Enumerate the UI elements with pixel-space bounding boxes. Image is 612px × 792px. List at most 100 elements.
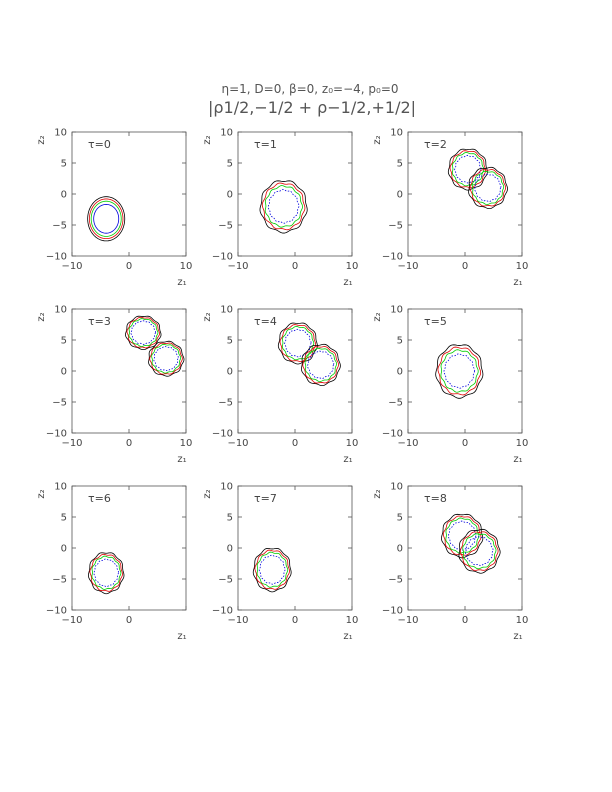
contour-level-1 xyxy=(252,548,292,593)
contour-level-1 xyxy=(441,513,484,559)
x-tick-label: −10 xyxy=(397,261,418,272)
contour-level-1 xyxy=(148,340,185,377)
contour-level-2 xyxy=(89,198,124,240)
y-tick-label: 5 xyxy=(227,513,233,524)
contour-level-1 xyxy=(277,322,318,365)
contour-panel: 10 5 0 −5 −10−10 0 10 z₁ z₂ τ=7 xyxy=(202,482,358,643)
contour-lines xyxy=(259,180,308,234)
contour-level-2 xyxy=(459,531,499,571)
contour-level-4 xyxy=(474,173,502,202)
y-tick-label: −10 xyxy=(46,606,67,617)
y-tick-label: 10 xyxy=(54,482,67,493)
x-axis-label: z₁ xyxy=(513,631,522,642)
contour-lines xyxy=(125,315,185,377)
contour-level-3 xyxy=(462,533,497,570)
contour-lines xyxy=(447,148,508,210)
y-tick-label: 0 xyxy=(227,544,233,555)
x-tick-label: 0 xyxy=(462,615,468,626)
x-tick-label: −10 xyxy=(227,438,248,449)
y-tick-label: −10 xyxy=(46,429,67,440)
contour-panel: 10 5 0 −5 −10−10 0 10 z₁ z₂ τ=2 xyxy=(372,128,528,289)
contour-level-4 xyxy=(258,554,286,585)
figure-quantity: |ρ1/2,−1/2 + ρ−1/2,+1/2| xyxy=(208,98,416,117)
x-axis-label: z₁ xyxy=(343,454,352,465)
y-axis-label: z₂ xyxy=(202,135,213,144)
y-tick-label: −10 xyxy=(382,606,403,617)
contour-lines xyxy=(435,344,484,399)
y-axis-label: z₂ xyxy=(372,312,383,321)
x-tick-label: 0 xyxy=(126,261,132,272)
contour-level-3 xyxy=(440,349,479,393)
x-tick-label: 10 xyxy=(346,615,359,626)
y-tick-label: 0 xyxy=(397,190,403,201)
y-axis-label: z₂ xyxy=(36,489,47,498)
y-tick-label: 10 xyxy=(220,305,233,316)
y-axis-label: z₂ xyxy=(36,135,47,144)
contour-level-4 xyxy=(447,520,477,551)
x-axis-label: z₁ xyxy=(343,277,352,288)
x-tick-label: −10 xyxy=(397,438,418,449)
contour-panel: 10 5 0 −5 −10−10 0 10 z₁ z₂ τ=1 xyxy=(202,128,358,289)
y-tick-label: 0 xyxy=(397,367,403,378)
x-tick-label: 10 xyxy=(516,261,529,272)
y-tick-label: 5 xyxy=(61,336,67,347)
y-tick-label: −5 xyxy=(52,575,67,586)
x-tick-label: 10 xyxy=(516,438,529,449)
y-tick-label: 5 xyxy=(227,159,233,170)
contour-level-2 xyxy=(149,342,183,375)
contour-level-1 xyxy=(87,196,126,242)
x-tick-label: 0 xyxy=(462,438,468,449)
contour-panel: 10 5 0 −5 −10−10 0 10 z₁ z₂ τ=0 xyxy=(36,128,192,289)
contour-level-3 xyxy=(128,318,159,347)
panel-tau-label: τ=7 xyxy=(254,492,277,505)
x-tick-label: −10 xyxy=(227,261,248,272)
panel-tau-label: τ=6 xyxy=(88,492,111,505)
y-tick-label: −5 xyxy=(218,575,233,586)
contour-panel: 10 5 0 −5 −10−10 0 10 z₁ z₂ τ=8 xyxy=(372,482,528,643)
y-tick-label: −5 xyxy=(52,221,67,232)
x-tick-label: 0 xyxy=(462,261,468,272)
contour-level-3 xyxy=(90,200,122,237)
x-tick-label: 0 xyxy=(292,438,298,449)
y-axis-label: z₂ xyxy=(36,312,47,321)
x-tick-label: −10 xyxy=(61,438,82,449)
x-axis-label: z₁ xyxy=(343,631,352,642)
y-tick-label: 0 xyxy=(227,190,233,201)
x-tick-label: −10 xyxy=(61,261,82,272)
contour-level-2 xyxy=(279,324,317,363)
y-axis-label: z₂ xyxy=(202,489,213,498)
x-tick-label: 10 xyxy=(180,438,193,449)
contour-level-3 xyxy=(451,152,485,187)
y-tick-label: 5 xyxy=(397,513,403,524)
y-tick-label: 10 xyxy=(54,128,67,139)
x-axis-label: z₁ xyxy=(513,454,522,465)
contour-level-3 xyxy=(264,185,303,228)
y-tick-label: 0 xyxy=(397,544,403,555)
contour-level-1 xyxy=(468,166,508,210)
y-tick-label: 5 xyxy=(61,513,67,524)
contour-panel: 10 5 0 −5 −10−10 0 10 z₁ z₂ τ=5 xyxy=(372,305,528,466)
contour-level-4 xyxy=(93,204,120,234)
x-tick-label: 0 xyxy=(292,615,298,626)
contour-level-3 xyxy=(151,343,182,374)
contour-lines xyxy=(252,548,292,593)
y-tick-label: 5 xyxy=(397,336,403,347)
contour-level-1 xyxy=(87,552,125,595)
y-tick-label: 0 xyxy=(61,544,67,555)
contour-level-3 xyxy=(471,170,505,205)
contour-panel: 10 5 0 −5 −10−10 0 z₁ z₂ τ=6 xyxy=(36,482,187,643)
y-tick-label: 10 xyxy=(220,482,233,493)
x-tick-label: 10 xyxy=(346,438,359,449)
y-tick-label: 0 xyxy=(61,367,67,378)
y-tick-label: 0 xyxy=(61,190,67,201)
y-tick-label: −5 xyxy=(388,575,403,586)
contour-level-1 xyxy=(125,315,162,351)
contour-level-2 xyxy=(254,549,290,590)
contour-level-2 xyxy=(469,169,507,207)
contour-level-4 xyxy=(454,154,482,184)
y-tick-label: 0 xyxy=(227,367,233,378)
x-tick-label: −10 xyxy=(61,615,82,626)
contour-lines xyxy=(277,322,341,387)
x-tick-label: 0 xyxy=(126,615,132,626)
